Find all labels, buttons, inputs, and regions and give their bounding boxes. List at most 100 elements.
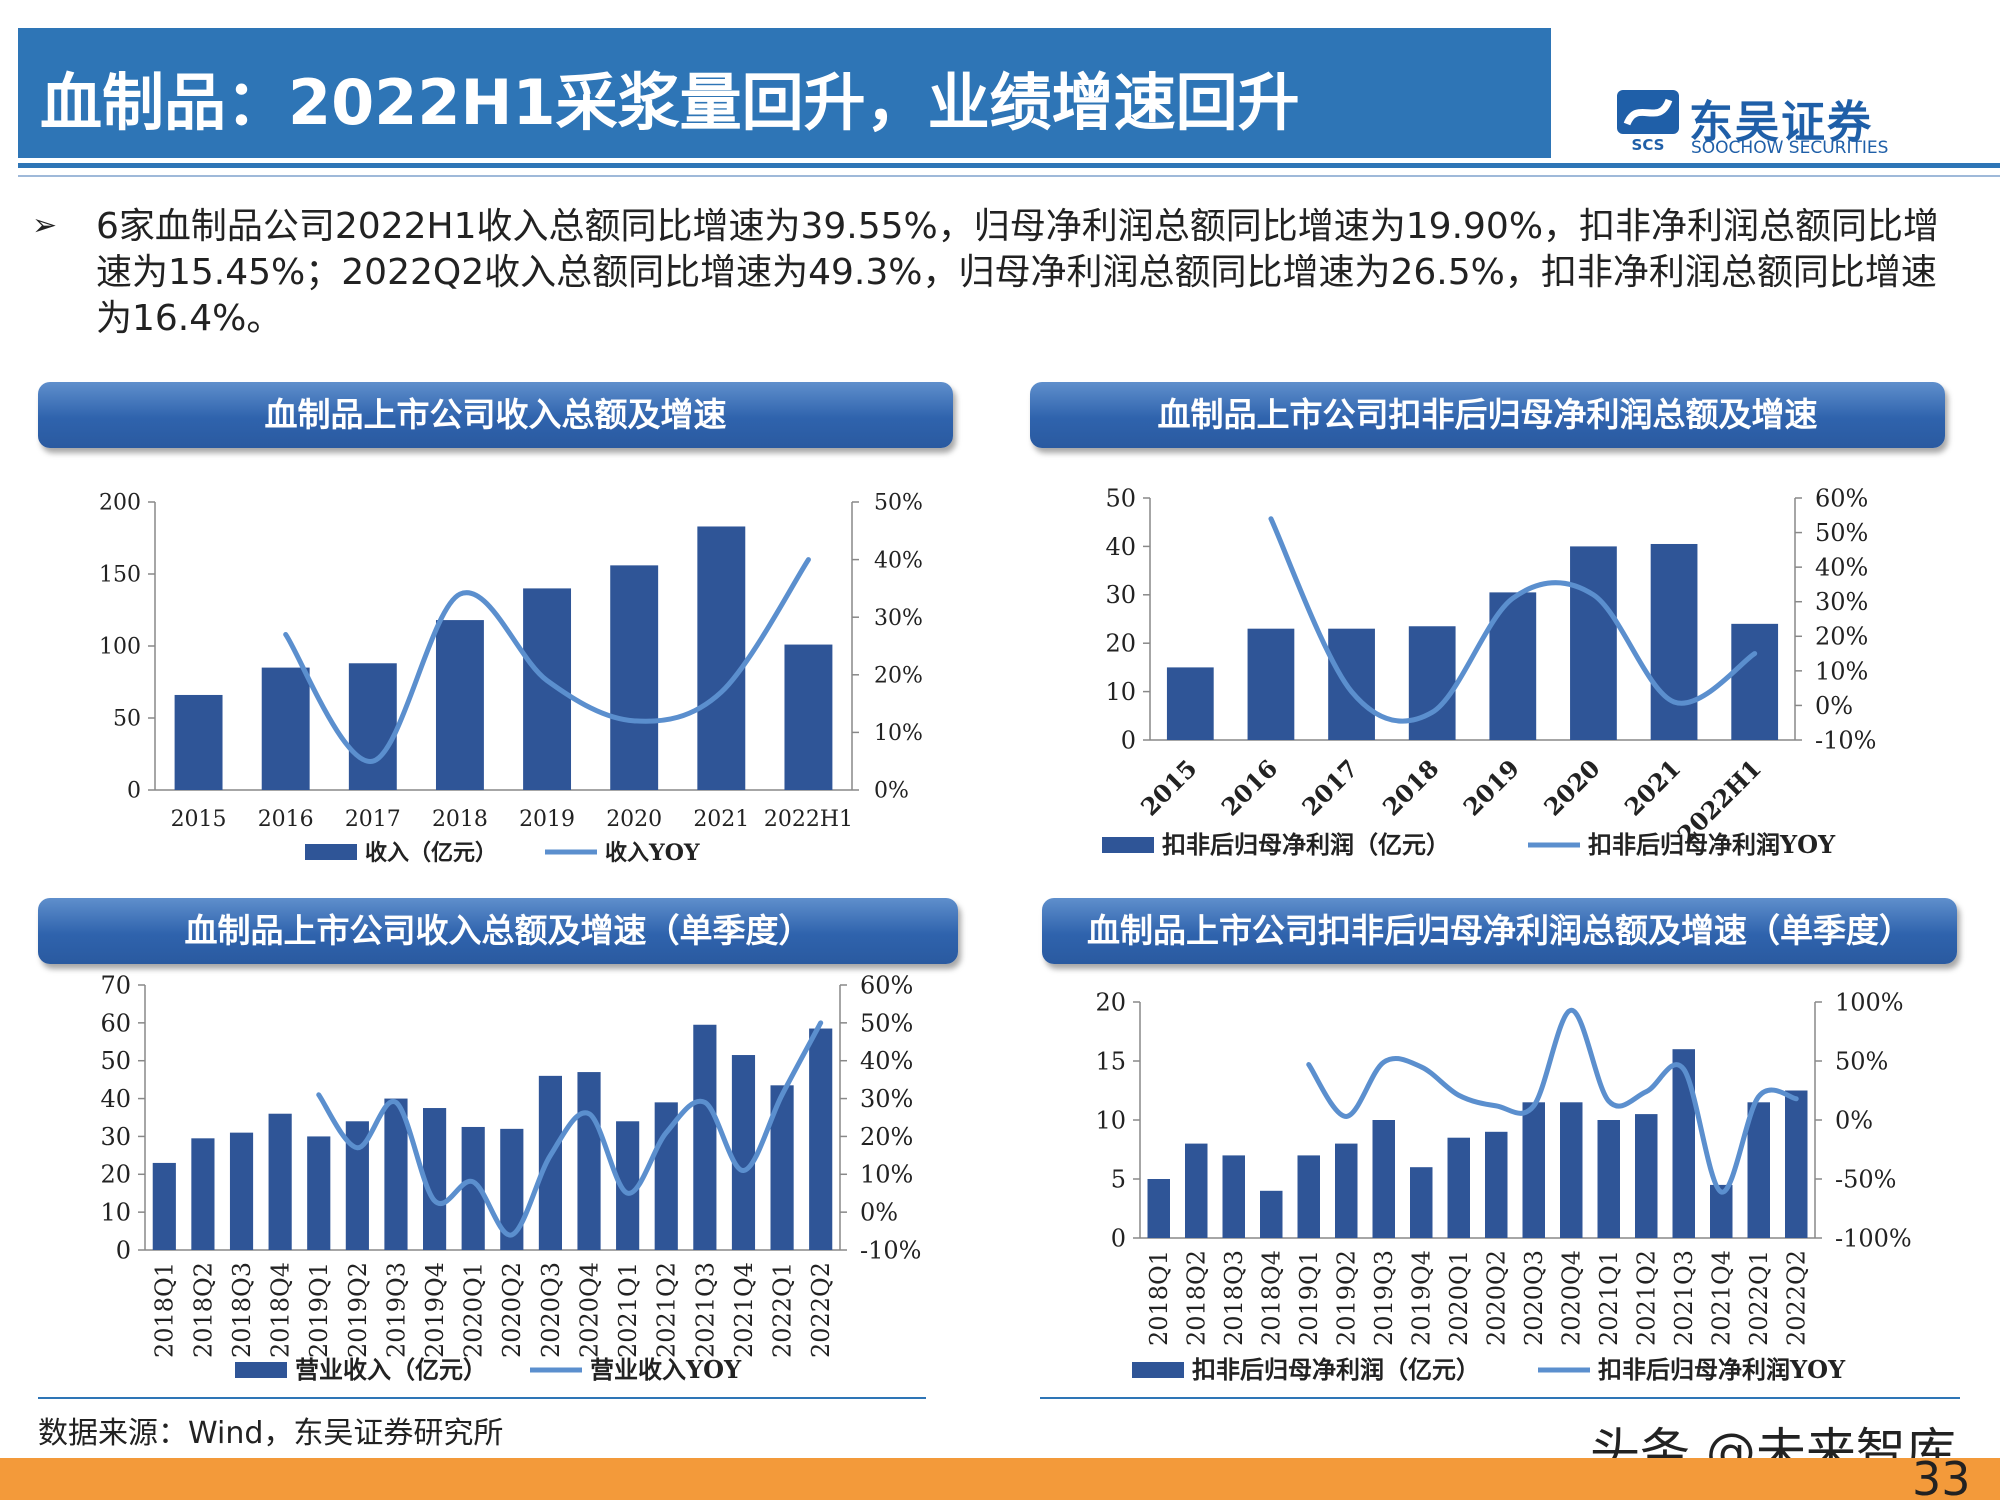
bullet-icon: ➢: [32, 208, 58, 243]
x-tick-label: 2018Q2: [1183, 1250, 1211, 1346]
y-tick-label-right: -50%: [1835, 1165, 1896, 1193]
y-tick-label-left: 60: [100, 1009, 131, 1037]
x-tick-label: 2020Q2: [1483, 1250, 1511, 1346]
footer-rule-right: [1040, 1397, 1960, 1399]
y-tick-label-right: 50%: [860, 1009, 913, 1037]
y-tick-label-right: 10%: [874, 721, 923, 746]
x-tick-label: 2021Q4: [1708, 1250, 1736, 1346]
x-tick-label: 2018: [432, 807, 488, 832]
y-tick-label-left: 70: [100, 971, 131, 999]
bar-2020Q1: [461, 1126, 485, 1250]
y-tick-label-left: 150: [99, 563, 141, 588]
header-rule: [18, 163, 2000, 168]
y-tick-label-right: 0%: [1815, 692, 1853, 720]
x-tick-label: 2019Q1: [1295, 1250, 1323, 1346]
series-line-yoy: [283, 557, 811, 764]
bar-2021: [697, 526, 746, 790]
bar-2016: [1247, 628, 1295, 740]
company-logo: SCS 东吴证券 SOOCHOW SECURITIES: [1615, 86, 1995, 158]
x-tick-label: 2021Q1: [1595, 1250, 1623, 1346]
logo-mark-text: SCS: [1632, 136, 1665, 154]
y-tick-label-left: 100: [99, 635, 141, 660]
legend-swatch-bar: [1132, 1362, 1184, 1378]
x-tick-label: 2015: [171, 807, 227, 832]
y-tick-label-right: 60%: [1815, 484, 1868, 512]
x-tick-label: 2018Q3: [228, 1262, 256, 1358]
bar-2019Q3: [384, 1098, 408, 1250]
x-tick-label: 2021Q2: [1633, 1250, 1661, 1346]
panel-header-revenue-annual: 血制品上市公司收入总额及增速: [38, 382, 953, 448]
legend-label: 收入YOY: [605, 840, 700, 866]
x-tick-label: 2019Q2: [1333, 1250, 1361, 1346]
y-tick-label-right: -100%: [1835, 1224, 1912, 1252]
x-tick-label: 2018Q1: [1145, 1250, 1173, 1346]
bar-2021Q4: [1710, 1184, 1733, 1238]
y-tick-label-right: 10%: [860, 1161, 913, 1189]
y-tick-label-right: 50%: [1835, 1047, 1888, 1075]
y-tick-label-left: 50: [100, 1047, 131, 1075]
legend-label: 扣非后归母净利润YOY: [1588, 830, 1836, 859]
bar-2018Q1: [152, 1162, 176, 1250]
y-tick-label-right: 40%: [874, 548, 923, 573]
y-tick-label-left: 15: [1095, 1047, 1126, 1075]
footer-rule-left: [38, 1397, 926, 1399]
bar-2021Q1: [616, 1121, 640, 1250]
bar-2021Q4: [731, 1055, 756, 1250]
bar-2018Q3: [229, 1132, 254, 1250]
y-tick-label-right: 40%: [860, 1047, 913, 1075]
x-tick-label: 2021: [1619, 754, 1687, 822]
y-tick-label-left: 0: [127, 779, 141, 804]
bar-2018Q3: [1222, 1155, 1245, 1238]
bar-2020Q1: [1447, 1137, 1470, 1238]
logo-name-en: SOOCHOW SECURITIES: [1691, 138, 1889, 158]
y-tick-label-right: 0%: [1835, 1106, 1873, 1134]
x-tick-label: 2022Q1: [1745, 1250, 1773, 1346]
x-tick-label: 2019Q2: [344, 1262, 372, 1358]
x-tick-label: 2018: [1377, 754, 1445, 822]
x-tick-label: 2020Q2: [498, 1262, 526, 1358]
x-tick-label: 2020Q3: [537, 1262, 565, 1358]
y-tick-label-left: 5: [1111, 1165, 1126, 1193]
x-tick-label: 2017: [1296, 754, 1364, 822]
footer-bar: [0, 1458, 2000, 1500]
x-tick-label: 2019Q3: [1370, 1250, 1398, 1346]
bar-2015: [1166, 667, 1214, 740]
bar-2021Q3: [1672, 1049, 1695, 1238]
y-tick-label-right: 0%: [874, 779, 909, 804]
x-tick-label: 2020Q1: [1445, 1250, 1473, 1346]
y-tick-label-right: 20%: [860, 1123, 913, 1151]
y-tick-label-right: 50%: [874, 491, 923, 516]
y-tick-label-left: 0: [1121, 726, 1136, 754]
panel-header-revenue-quarterly: 血制品上市公司收入总额及增速（单季度）: [38, 898, 958, 964]
bar-2018Q4: [1260, 1190, 1283, 1238]
x-tick-label: 2019: [519, 807, 575, 832]
x-tick-label: 2018Q4: [1258, 1250, 1286, 1346]
series-line-yoy: [1268, 516, 1758, 724]
bar-2018Q4: [268, 1113, 292, 1250]
bar-2021Q2: [1635, 1114, 1658, 1238]
title-bar: 血制品：2022H1采浆量回升，业绩增速回升: [18, 28, 1551, 158]
y-tick-label-left: 10: [1105, 678, 1136, 706]
y-tick-label-right: 20%: [874, 664, 923, 689]
y-tick-label-left: 50: [1105, 484, 1136, 512]
bar-2019Q2: [345, 1121, 369, 1250]
y-tick-label-left: 0: [116, 1236, 131, 1264]
bar-2018Q1: [1147, 1179, 1170, 1238]
bar-2022Q1: [770, 1085, 794, 1250]
x-tick-label: 2019: [1457, 754, 1525, 822]
bar-2020: [1570, 546, 1617, 740]
bar-2015: [174, 694, 223, 790]
legend-swatch-bar: [1102, 837, 1154, 853]
y-tick-label-left: 200: [99, 491, 141, 516]
legend-label: 扣非后归母净利润（亿元）: [1162, 830, 1450, 859]
x-tick-label: 2022Q2: [807, 1262, 835, 1358]
y-tick-label-left: 10: [1095, 1106, 1126, 1134]
bar-2019Q3: [1372, 1120, 1395, 1238]
x-tick-label: 2017: [345, 807, 401, 832]
x-tick-label: 2022Q1: [768, 1262, 796, 1358]
y-tick-label-left: 20: [100, 1161, 131, 1189]
page-number: 33: [1912, 1452, 1971, 1506]
y-tick-label-right: 30%: [874, 606, 923, 631]
legend-label: 扣非后归母净利润（亿元）: [1192, 1355, 1480, 1384]
